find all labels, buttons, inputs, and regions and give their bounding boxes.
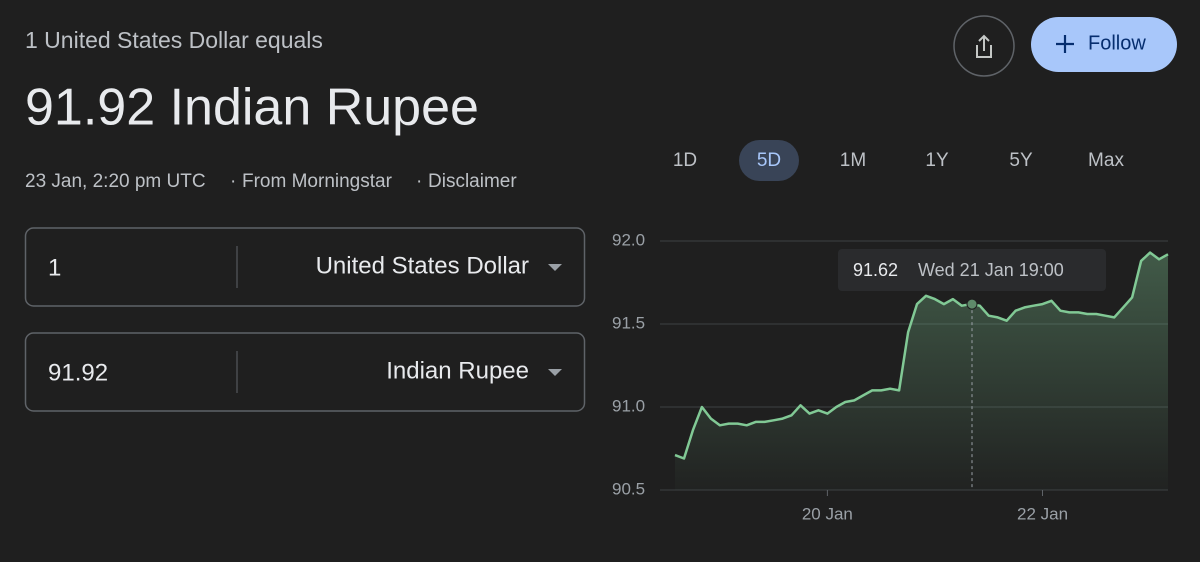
x-tick-label: 22 Jan <box>1017 504 1068 523</box>
subtitle: 1 United States Dollar equals <box>25 27 323 53</box>
y-tick-label: 90.5 <box>612 479 645 498</box>
y-tick-label: 91.5 <box>612 313 645 332</box>
currency[interactable]: Indian Rupee <box>386 357 529 384</box>
hover-dot <box>966 298 978 310</box>
range-tab[interactable]: 1Y <box>925 150 949 171</box>
range-tab[interactable]: 1D <box>673 150 697 171</box>
tab-selected-bg <box>739 140 799 181</box>
tab-label[interactable]: 1Y <box>925 150 949 171</box>
timestamp: 23 Jan, 2:20 pm UTC <box>25 171 206 192</box>
follow-button[interactable]: Follow <box>1031 17 1177 72</box>
tab-label[interactable]: 5Y <box>1009 150 1033 171</box>
input-box[interactable] <box>24 332 586 412</box>
range-tab[interactable]: 1M <box>840 150 866 171</box>
amount[interactable]: 91.92 <box>48 359 108 386</box>
separator: · <box>416 171 422 192</box>
tab-label[interactable]: 1D <box>673 150 697 171</box>
tooltip-value: 91.62 <box>853 260 898 280</box>
range-tab[interactable]: Max <box>1088 150 1124 171</box>
follow-label: Follow <box>1088 32 1146 54</box>
range-tabs: 1D 5D 1M 1Y 5Y Max <box>673 140 1124 181</box>
share-circle <box>953 15 1015 77</box>
share-button[interactable] <box>953 15 1015 77</box>
y-tick-label: 92.0 <box>612 230 645 249</box>
follow-bg <box>1031 17 1177 72</box>
dropdown-arrow <box>548 369 562 376</box>
converter-row: 91.92 Indian Rupee <box>24 332 586 412</box>
tooltip-time: Wed 21 Jan 19:00 <box>918 260 1064 280</box>
tooltip-box <box>838 249 1106 291</box>
y-tick-label: 91.0 <box>612 396 645 415</box>
title: 91.92 Indian Rupee <box>25 79 479 137</box>
currency[interactable]: United States Dollar <box>316 252 529 279</box>
source: From Morningstar <box>242 171 393 192</box>
separator: · <box>230 171 236 192</box>
tab-label[interactable]: Max <box>1088 150 1124 171</box>
range-tab[interactable]: 5Y <box>1009 150 1033 171</box>
area <box>675 252 1168 490</box>
amount[interactable]: 1 <box>48 254 61 281</box>
disclaimer-link[interactable]: Disclaimer <box>428 171 517 192</box>
share-icon <box>976 34 992 58</box>
converter: 1 United States Dollar 91.92 Indian Rupee <box>24 227 586 412</box>
line <box>674 251 1169 460</box>
tab-label[interactable]: 5D <box>757 150 781 171</box>
x-tick-label: 20 Jan <box>802 504 853 523</box>
tab-label[interactable]: 1M <box>840 150 866 171</box>
plus-icon <box>1056 35 1074 53</box>
converter-row: 1 United States Dollar <box>24 227 586 307</box>
range-tab[interactable]: 5D <box>739 140 799 181</box>
input-box[interactable] <box>24 227 586 307</box>
chart: 90.5 91.0 91.5 92.0 20 Jan 22 Jan 91.62 Wed 21 … <box>612 230 1169 523</box>
dropdown-arrow <box>548 264 562 271</box>
